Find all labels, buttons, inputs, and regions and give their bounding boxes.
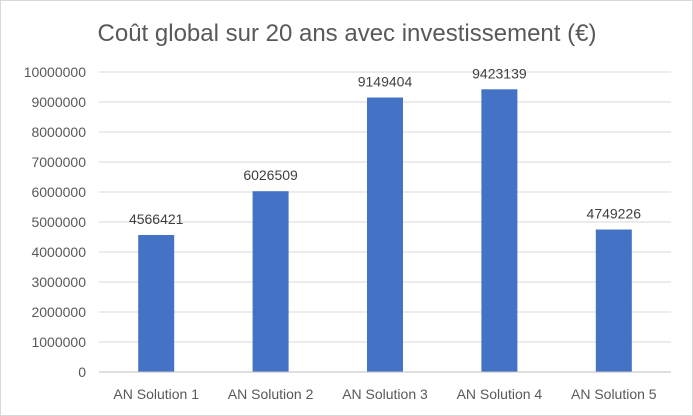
x-category-label: AN Solution 3 <box>342 386 428 402</box>
y-tick-label: 2000000 <box>31 304 86 320</box>
bar <box>252 191 289 372</box>
x-category-label: AN Solution 5 <box>571 386 657 402</box>
y-tick-label: 8000000 <box>31 124 86 140</box>
data-label: 6026509 <box>243 167 298 183</box>
bar <box>595 229 632 372</box>
bar <box>481 89 518 372</box>
y-tick-label: 0 <box>78 364 86 380</box>
x-category-label: AN Solution 1 <box>113 386 199 402</box>
y-tick-label: 1000000 <box>31 334 86 350</box>
y-tick-label: 4000000 <box>31 244 86 260</box>
bar <box>138 235 175 372</box>
y-tick-label: 9000000 <box>31 94 86 110</box>
y-tick-label: 3000000 <box>31 274 86 290</box>
data-label: 9423139 <box>472 65 527 81</box>
y-tick-label: 5000000 <box>31 214 86 230</box>
data-label: 4566421 <box>129 211 184 227</box>
bar <box>367 97 403 372</box>
y-tick-label: 7000000 <box>31 154 86 170</box>
y-tick-label: 10000000 <box>24 64 87 80</box>
data-label: 4749226 <box>587 206 642 222</box>
x-category-label: AN Solution 2 <box>228 386 314 402</box>
bars <box>138 89 632 372</box>
data-label: 9149404 <box>358 74 413 90</box>
y-tick-label: 6000000 <box>31 184 86 200</box>
x-axis-categories: AN Solution 1 AN Solution 2 AN Solution 3 A… <box>113 386 656 402</box>
chart-title: Coût global sur 20 ans avec investisseme… <box>98 20 597 47</box>
x-category-label: AN Solution 4 <box>457 386 543 402</box>
data-labels: 4566421 6026509 9149404 9423139 4749226 <box>129 65 641 227</box>
y-axis-ticks: 0 1000000 2000000 3000000 4000000 5000000 6000… <box>24 64 87 380</box>
